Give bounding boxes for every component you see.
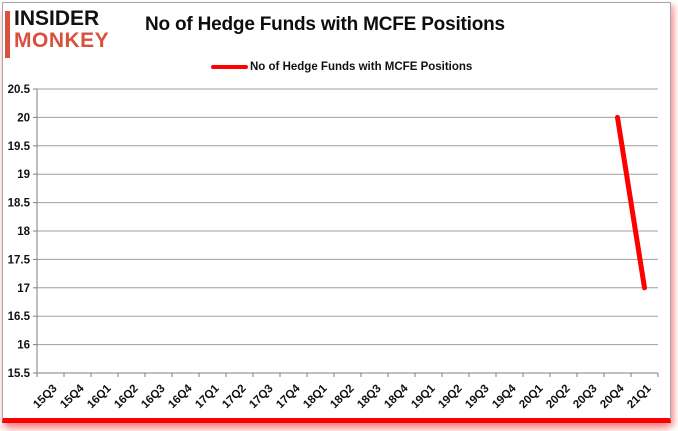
logo-text-insider: INSIDER	[14, 7, 100, 30]
legend-line-swatch	[211, 65, 248, 69]
logo-accent-bar	[5, 11, 10, 58]
x-axis-label: 17Q1	[193, 382, 222, 411]
x-axis-label: 19Q1	[409, 382, 438, 411]
x-axis-label: 21Q1	[625, 382, 654, 411]
x-axis-label: 18Q3	[355, 383, 383, 411]
chart-title: No of Hedge Funds with MCFE Positions	[145, 14, 505, 35]
logo-text-monkey: MONKEY	[14, 28, 110, 52]
y-axis-label: 20.5	[8, 84, 31, 96]
x-axis-label: 20Q3	[571, 383, 599, 411]
y-axis-label: 16.5	[8, 311, 31, 323]
legend: No of Hedge Funds with MCFE Positions	[211, 61, 472, 73]
data-line	[615, 114, 647, 291]
x-axis-label: 19Q4	[490, 382, 519, 411]
x-axis-label: 17Q3	[247, 383, 275, 411]
chart-frame: INSIDER MONKEY No of Hedge Funds with MC…	[2, 2, 671, 423]
y-axis-label: 19.5	[8, 141, 31, 153]
x-axis-label: 20Q2	[544, 383, 572, 411]
legend-label: No of Hedge Funds with MCFE Positions	[250, 61, 473, 73]
y-axis-label: 17.5	[8, 254, 31, 266]
y-axis-label: 18	[17, 226, 30, 238]
x-axis-label: 15Q4	[58, 382, 87, 411]
y-axis-label: 18.5	[8, 198, 31, 210]
x-axis-label: 19Q3	[463, 383, 491, 411]
chart-svg: 15.5 16 16.5 17 17.5 18 18.5 19 19.5 20 20.5 15Q315…	[8, 84, 659, 411]
insider-monkey-logo: INSIDER MONKEY	[5, 7, 110, 58]
y-axis-label: 17	[17, 283, 30, 295]
x-axis-label: 16Q4	[166, 382, 195, 411]
x-axis-label: 17Q4	[274, 382, 303, 411]
y-axis-label: 15.5	[8, 368, 31, 380]
y-axis-label: 19	[17, 169, 30, 181]
logo-text: INSIDER MONKEY	[14, 7, 110, 58]
x-axis-label: 20Q1	[517, 382, 546, 411]
x-axis-label: 16Q3	[139, 383, 167, 411]
x-axis-label: 19Q2	[436, 383, 464, 411]
x-axis-label: 18Q1	[301, 382, 330, 411]
x-axis-label: 16Q2	[112, 383, 140, 411]
x-axis-label: 16Q1	[85, 382, 114, 411]
y-axis-label: 16	[17, 340, 30, 352]
x-axis-label: 18Q2	[328, 383, 356, 411]
x-axis-label: 17Q2	[220, 383, 248, 411]
x-axis-label: 18Q4	[382, 382, 411, 411]
x-axis-label: 15Q3	[31, 383, 59, 411]
x-axis-label: 20Q4	[598, 382, 627, 411]
y-axis-label: 20	[17, 112, 30, 124]
